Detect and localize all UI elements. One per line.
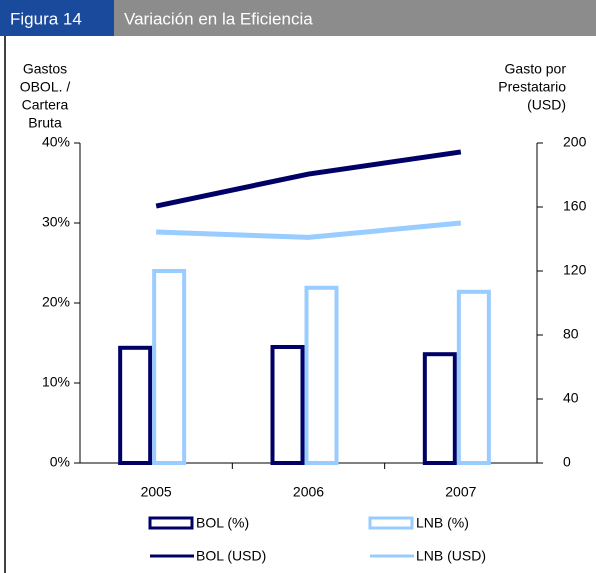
legend-swatch	[368, 516, 414, 530]
y2-tick-label: 0	[563, 454, 571, 470]
y-axis-label: Gastos	[23, 61, 67, 77]
bar	[270, 345, 305, 465]
y-axis-label: OBOL. /	[20, 79, 71, 95]
line-series	[156, 220, 462, 240]
y-tick-label: 30%	[42, 214, 70, 230]
y2-axis-label: Prestatario	[498, 79, 566, 95]
y2-tick-label: 120	[563, 262, 587, 278]
bar	[152, 269, 187, 465]
y-tick-label: 40%	[42, 134, 70, 150]
y-axis-label: Cartera	[22, 97, 69, 113]
bar	[118, 345, 153, 465]
legend-label: BOL (USD)	[196, 548, 266, 564]
legend-label: BOL (%)	[196, 515, 249, 531]
figure-number: Figura 14	[10, 9, 82, 28]
legend-label: LNB (USD)	[416, 548, 486, 564]
figure-title: Variación en la Eficiencia	[124, 9, 313, 28]
y2-tick-label: 200	[563, 134, 587, 150]
y-tick-label: 20%	[42, 294, 70, 310]
y-axis-label: Bruta	[28, 115, 62, 131]
y2-tick-label: 80	[563, 326, 579, 342]
x-tick-label: 2005	[141, 484, 172, 500]
legend-swatch	[148, 516, 194, 530]
x-tick-label: 2007	[445, 484, 476, 500]
x-tick-label: 2006	[293, 484, 324, 500]
y2-tick-label: 160	[563, 198, 587, 214]
y-tick-label: 0%	[50, 454, 70, 470]
bar	[456, 289, 491, 465]
legend-label: LNB (%)	[416, 515, 469, 531]
y2-axis-label: Gasto por	[505, 61, 567, 77]
y2-tick-label: 40	[563, 390, 579, 406]
y2-axis-label: (USD)	[527, 97, 566, 113]
y-tick-label: 10%	[42, 374, 70, 390]
line-series	[155, 149, 462, 209]
figure-badge	[0, 0, 114, 36]
bar	[422, 352, 457, 466]
bar	[304, 285, 339, 465]
